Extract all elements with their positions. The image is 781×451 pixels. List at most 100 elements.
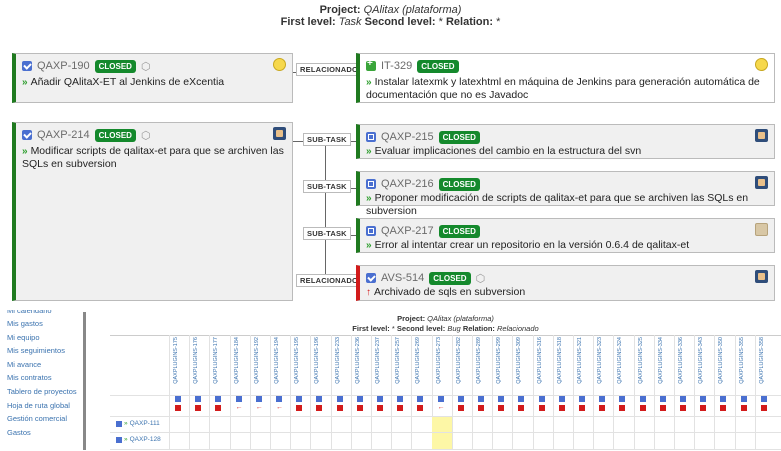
matrix-column-header[interactable]: QAXPLUGINS-343 <box>695 335 713 395</box>
issue-summary: Instalar latexmk y latexhtml en máquina … <box>366 76 760 101</box>
matrix-column-header[interactable]: QAXPLUGINS-289 <box>473 335 491 395</box>
assignee-avatar[interactable] <box>755 270 768 283</box>
issue-key[interactable]: QAXP-190 <box>37 60 90 72</box>
issue-card-qaxp-214[interactable]: QAXP-214 CLOSED ⬡ » Modificar scripts de … <box>12 122 293 301</box>
assignee-avatar[interactable] <box>755 223 768 236</box>
assignee-avatar[interactable] <box>755 129 768 142</box>
sidebar-item-team[interactable]: Mi equipo <box>7 332 40 342</box>
column-issue-key[interactable]: QAXPLUGINS-316 <box>536 337 543 384</box>
issue-card-qaxp-190[interactable]: QAXP-190 CLOSED ⬡ » Añadir QAlitaX-ET al … <box>12 53 293 103</box>
sidebar-item-project-board[interactable]: Tablero de proyectos <box>7 386 77 396</box>
matrix-column-header[interactable]: QAXPLUGINS-355 <box>736 335 754 395</box>
matrix-column-header[interactable]: QAXPLUGINS-177 <box>210 335 228 395</box>
column-issue-key[interactable]: QAXPLUGINS-282 <box>455 337 462 384</box>
column-issue-key[interactable]: QAXPLUGINS-184 <box>233 337 240 384</box>
matrix-column-header[interactable]: QAXPLUGINS-282 <box>453 335 471 395</box>
matrix-column-header[interactable]: QAXPLUGINS-175 <box>170 335 188 395</box>
matrix-cell-highlight[interactable] <box>431 416 452 450</box>
column-issue-key[interactable]: QAXPLUGINS-299 <box>496 337 503 384</box>
matrix-column-header[interactable]: QAXPLUGINS-309 <box>513 335 531 395</box>
matrix-column-header[interactable]: QAXPLUGINS-195 <box>291 335 309 395</box>
issue-card-avs-514[interactable]: AVS-514 CLOSED ⬡ ↑ Archivado de sqls en s… <box>356 265 775 301</box>
column-issue-key[interactable]: QAXPLUGINS-177 <box>213 337 220 384</box>
matrix-column-header[interactable]: QAXPLUGINS-236 <box>352 335 370 395</box>
column-issue-key[interactable]: QAXPLUGINS-325 <box>637 337 644 384</box>
matrix-column-header[interactable]: QAXPLUGINS-184 <box>231 335 249 395</box>
issue-key[interactable]: QAXP-214 <box>37 129 90 141</box>
matrix-column-header[interactable]: QAXPLUGINS-323 <box>594 335 612 395</box>
sidebar-item-costs[interactable]: Gastos <box>7 427 31 437</box>
matrix-column-header[interactable]: QAXPLUGINS-325 <box>635 335 653 395</box>
column-issue-key[interactable]: QAXPLUGINS-358 <box>758 337 765 384</box>
matrix-column-header[interactable]: QAXPLUGINS-192 <box>251 335 269 395</box>
issue-card-qaxp-217[interactable]: QAXP-217 CLOSED » Error al intentar crear… <box>356 218 775 253</box>
sidebar-scrollbar[interactable] <box>83 312 86 450</box>
issue-key[interactable]: QAXP-217 <box>381 225 434 237</box>
sidebar-item-followups[interactable]: Mis seguimientos <box>7 346 65 356</box>
matrix-column-header[interactable]: QAXPLUGINS-358 <box>756 335 774 395</box>
column-issue-key[interactable]: QAXPLUGINS-233 <box>334 337 341 384</box>
matrix-column-header[interactable]: QAXPLUGINS-176 <box>190 335 208 395</box>
column-issue-key[interactable]: QAXPLUGINS-318 <box>556 337 563 384</box>
issue-card-it-329[interactable]: IT-329 CLOSED »Instalar latexmk y latexh… <box>356 53 775 103</box>
matrix-column-header[interactable]: QAXPLUGINS-321 <box>574 335 592 395</box>
matrix-column-header[interactable]: QAXPLUGINS-318 <box>554 335 572 395</box>
column-issue-key[interactable]: QAXPLUGINS-355 <box>738 337 745 384</box>
column-issue-key[interactable]: QAXPLUGINS-309 <box>516 337 523 384</box>
sidebar-item-expenses[interactable]: Mis gastos <box>7 319 43 328</box>
matrix-column-header[interactable]: QAXPLUGINS-324 <box>614 335 632 395</box>
matrix-column-header[interactable]: QAXPLUGINS-273 <box>433 335 451 395</box>
assignee-avatar[interactable] <box>273 127 286 140</box>
matrix-column-header[interactable]: QAXPLUGINS-237 <box>372 335 390 395</box>
issue-card-qaxp-215[interactable]: QAXP-215 CLOSED » Evaluar implicaciones d… <box>356 124 775 159</box>
column-issue-key[interactable]: QAXPLUGINS-236 <box>354 337 361 384</box>
matrix-column-header[interactable]: QAXPLUGINS-196 <box>311 335 329 395</box>
column-issue-key[interactable]: QAXPLUGINS-336 <box>678 337 684 384</box>
matrix-column-header[interactable]: QAXPLUGINS-299 <box>493 335 511 395</box>
column-issue-key[interactable]: QAXPLUGINS-323 <box>597 337 604 384</box>
column-issue-key[interactable]: QAXPLUGINS-321 <box>577 337 583 384</box>
column-issue-key[interactable]: QAXPLUGINS-257 <box>395 337 402 384</box>
issue-card-qaxp-216[interactable]: QAXP-216 CLOSED » Proponer modificación d… <box>356 171 775 217</box>
sidebar-item-progress[interactable]: Mi avance <box>7 359 42 369</box>
matrix-column-header[interactable]: QAXPLUGINS-194 <box>271 335 289 395</box>
row-issue-key[interactable]: QAXP-111 <box>129 420 160 427</box>
matrix-column-header[interactable]: QAXPLUGINS-350 <box>715 335 733 395</box>
column-issue-key[interactable]: QAXPLUGINS-195 <box>294 337 301 384</box>
row-issue-key[interactable]: QAXP-128 <box>129 436 161 443</box>
column-issue-key[interactable]: QAXPLUGINS-324 <box>617 337 624 384</box>
matrix-column-header[interactable]: QAXPLUGINS-316 <box>534 335 552 395</box>
sidebar-item-roadmap[interactable]: Hoja de ruta global <box>7 400 70 410</box>
priority-icon <box>680 405 686 411</box>
column-issue-key[interactable]: QAXPLUGINS-273 <box>435 337 442 384</box>
column-issue-key[interactable]: QAXPLUGINS-269 <box>415 337 422 384</box>
issue-key[interactable]: QAXP-216 <box>381 178 434 190</box>
matrix-row-label[interactable]: » QAXP-128 <box>116 436 161 443</box>
column-issue-key[interactable]: QAXPLUGINS-175 <box>173 337 179 384</box>
matrix-column-header[interactable]: QAXPLUGINS-257 <box>392 335 410 395</box>
column-issue-key[interactable]: QAXPLUGINS-343 <box>698 337 705 384</box>
issue-key[interactable]: QAXP-215 <box>381 131 434 143</box>
assignee-avatar[interactable] <box>755 176 768 189</box>
sidebar-item-contracts[interactable]: Mis contratos <box>7 373 52 383</box>
column-issue-key[interactable]: QAXPLUGINS-196 <box>314 337 321 384</box>
sidebar-item-calendar[interactable]: Mi calendario <box>7 310 52 315</box>
sidebar-item-sales[interactable]: Gestión comercial <box>7 414 68 424</box>
matrix-column-header[interactable]: QAXPLUGINS-233 <box>332 335 350 395</box>
column-issue-key[interactable]: QAXPLUGINS-289 <box>476 337 482 384</box>
assignee-avatar[interactable] <box>273 58 286 71</box>
matrix-column-header[interactable]: QAXPLUGINS-336 <box>675 335 693 395</box>
column-issue-key[interactable]: QAXPLUGINS-334 <box>657 337 664 384</box>
column-issue-key[interactable]: QAXPLUGINS-176 <box>193 337 200 384</box>
column-issue-key[interactable]: QAXPLUGINS-237 <box>375 337 381 384</box>
matrix-row-label[interactable]: » QAXP-111 <box>116 420 160 427</box>
column-issue-key[interactable]: QAXPLUGINS-192 <box>253 337 260 384</box>
task-icon <box>366 273 376 283</box>
matrix-column-header[interactable]: QAXPLUGINS-269 <box>412 335 430 395</box>
column-issue-key[interactable]: QAXPLUGINS-194 <box>274 337 280 384</box>
assignee-avatar[interactable] <box>755 58 768 71</box>
issue-key[interactable]: AVS-514 <box>381 272 425 284</box>
column-issue-key[interactable]: QAXPLUGINS-350 <box>718 337 725 384</box>
issue-key[interactable]: IT-329 <box>381 60 413 72</box>
matrix-column-header[interactable]: QAXPLUGINS-334 <box>655 335 673 395</box>
